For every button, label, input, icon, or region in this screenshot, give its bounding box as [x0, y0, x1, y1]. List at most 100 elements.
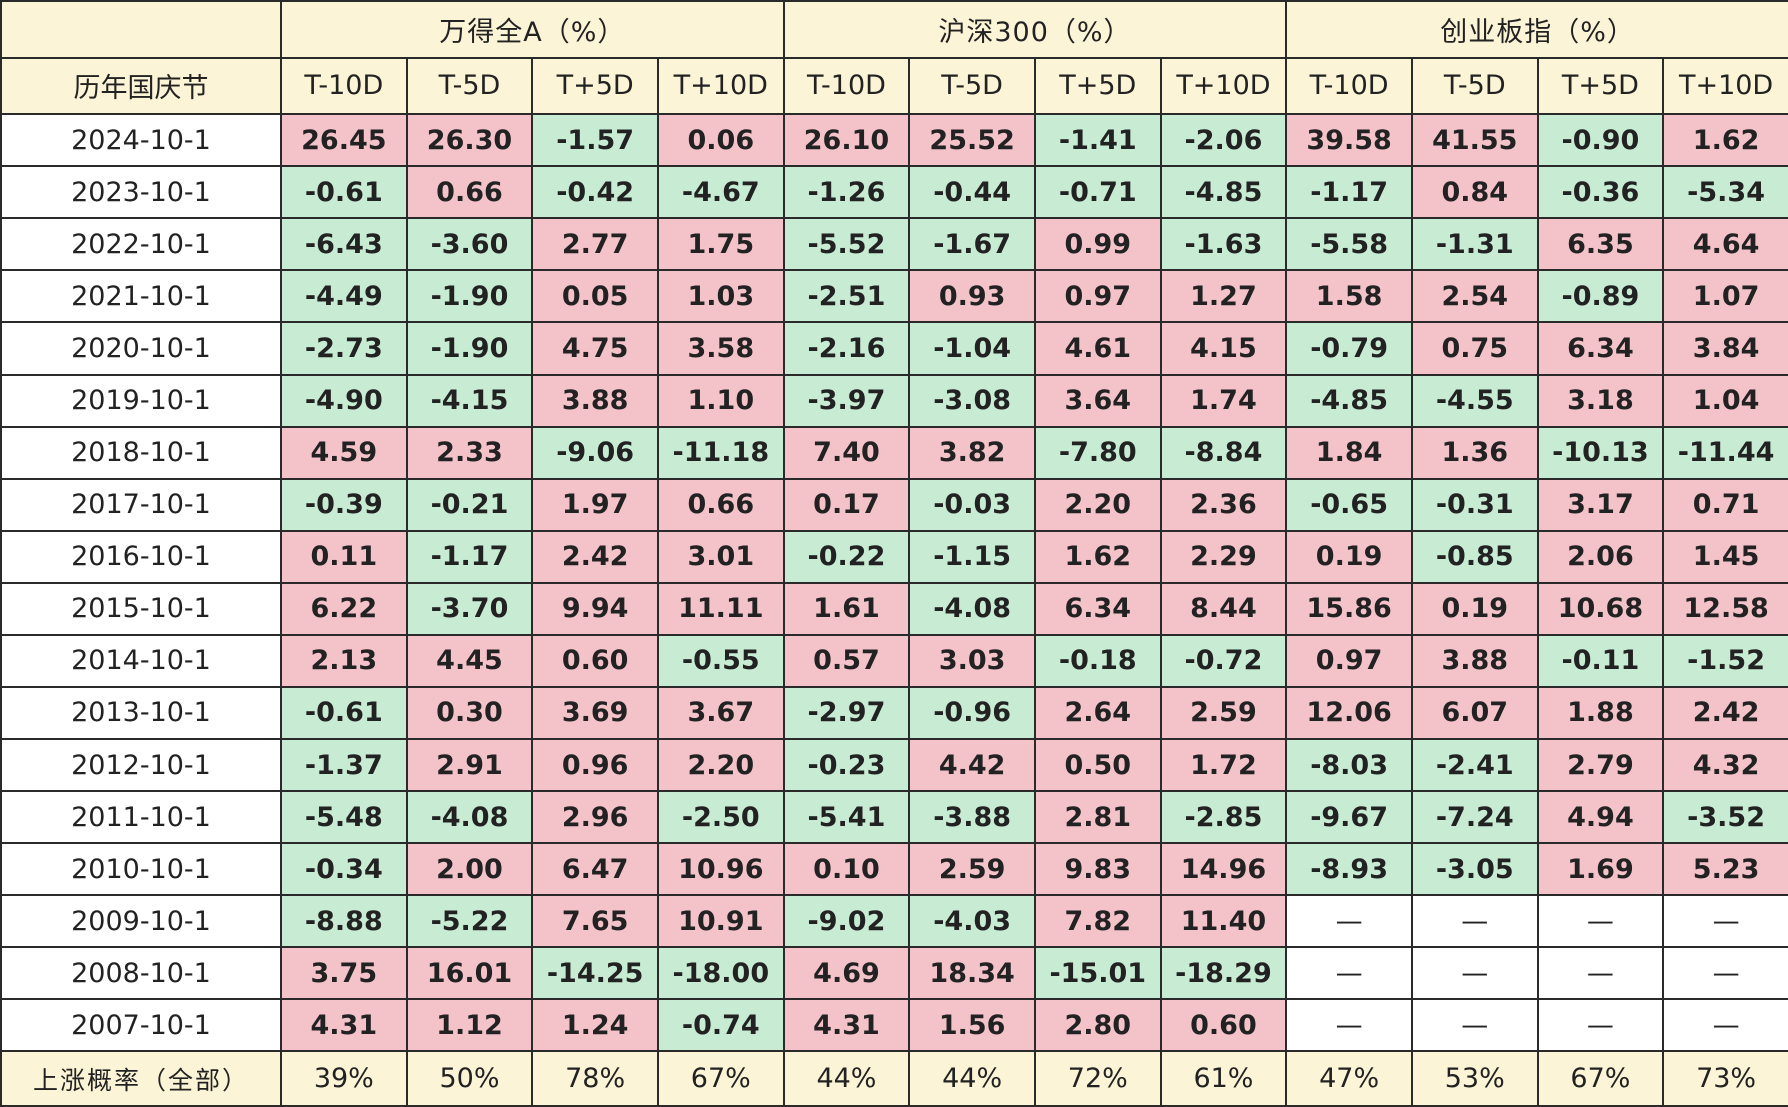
- value-cell: -0.36: [1536, 165, 1665, 220]
- value-cell: 3.01: [656, 529, 785, 584]
- value-cell: 0.11: [280, 529, 408, 584]
- value-cell: -1.26: [782, 165, 911, 220]
- value-cell: -0.21: [405, 477, 534, 532]
- value-cell: —: [1536, 946, 1665, 1001]
- value-cell: 10.68: [1536, 581, 1665, 636]
- value-cell: -2.85: [1159, 790, 1288, 845]
- table-row: 2023-10-1 -0.61 0.66 -0.42 -4.67 -1.26 -0.44 -0…: [0, 165, 1788, 220]
- value-cell: 3.75: [280, 946, 408, 1001]
- value-cell: -1.17: [1285, 165, 1413, 220]
- value-cell: 0.97: [1033, 269, 1162, 324]
- probability-cell: 67%: [656, 1050, 785, 1107]
- value-cell: 3.88: [531, 373, 659, 428]
- value-cell: 1.69: [1536, 842, 1665, 897]
- value-cell: 26.10: [782, 113, 911, 168]
- value-cell: —: [1536, 998, 1665, 1053]
- value-cell: 0.10: [782, 842, 911, 897]
- value-cell: -8.88: [280, 894, 408, 949]
- value-cell: -0.74: [656, 998, 785, 1053]
- value-cell: -0.11: [1536, 633, 1665, 688]
- column-header-wind-all-a-tplus5d: T+5D: [531, 56, 659, 116]
- value-cell: -0.61: [280, 685, 408, 740]
- row-date: 2017-10-1: [0, 477, 282, 532]
- value-cell: -2.73: [280, 321, 408, 376]
- value-cell: -1.52: [1662, 633, 1788, 688]
- table-row: 2017-10-1 -0.39 -0.21 1.97 0.66 0.17 -0.03 2.20…: [0, 477, 1788, 532]
- value-cell: 3.84: [1662, 321, 1788, 376]
- value-cell: 10.96: [656, 842, 785, 897]
- column-header-chinext-tplus5d: T+5D: [1536, 56, 1665, 116]
- value-cell: -4.15: [405, 373, 534, 428]
- value-cell: 1.88: [1536, 685, 1665, 740]
- value-cell: -1.04: [908, 321, 1036, 376]
- value-cell: 41.55: [1410, 113, 1539, 168]
- probability-cell: 44%: [908, 1050, 1036, 1107]
- value-cell: 0.17: [782, 477, 911, 532]
- value-cell: -2.50: [656, 790, 785, 845]
- group-header-wind-all-a: 万得全A（%）: [280, 0, 785, 59]
- value-cell: 2.59: [908, 842, 1036, 897]
- value-cell: 4.64: [1662, 217, 1788, 272]
- corner-label: 历年国庆节: [0, 56, 282, 116]
- value-cell: -8.03: [1285, 737, 1413, 793]
- value-cell: -3.52: [1662, 790, 1788, 845]
- value-cell: 2.33: [405, 425, 534, 480]
- value-cell: 9.94: [531, 581, 659, 636]
- value-cell: -0.90: [1536, 113, 1665, 168]
- value-cell: 0.60: [531, 633, 659, 688]
- value-cell: 12.58: [1662, 581, 1788, 636]
- value-cell: 9.83: [1033, 842, 1162, 897]
- value-cell: -4.49: [280, 269, 408, 324]
- value-cell: 1.12: [405, 998, 534, 1053]
- probability-cell: 39%: [280, 1050, 408, 1107]
- value-cell: 4.42: [908, 737, 1036, 793]
- value-cell: —: [1662, 998, 1788, 1053]
- value-cell: -1.31: [1410, 217, 1539, 272]
- value-cell: 0.93: [908, 269, 1036, 324]
- value-cell: -0.34: [280, 842, 408, 897]
- value-cell: 0.75: [1410, 321, 1539, 376]
- column-header-wind-all-a-tminus5d: T-5D: [405, 56, 534, 116]
- value-cell: 4.59: [280, 425, 408, 480]
- row-date: 2019-10-1: [0, 373, 282, 428]
- value-cell: 1.36: [1410, 425, 1539, 480]
- value-cell: -5.22: [405, 894, 534, 949]
- value-cell: 1.84: [1285, 425, 1413, 480]
- value-cell: -18.29: [1159, 946, 1288, 1001]
- value-cell: 2.20: [656, 737, 785, 793]
- value-cell: -1.41: [1033, 113, 1162, 168]
- value-cell: -1.15: [908, 529, 1036, 584]
- value-cell: -15.01: [1033, 946, 1162, 1001]
- value-cell: 7.65: [531, 894, 659, 949]
- column-header-csi300-tplus5d: T+5D: [1033, 56, 1162, 116]
- row-date: 2015-10-1: [0, 581, 282, 636]
- value-cell: 2.80: [1033, 998, 1162, 1053]
- probability-label: 上涨概率（全部）: [0, 1050, 282, 1107]
- value-cell: -5.58: [1285, 217, 1413, 272]
- probability-cell: 67%: [1536, 1050, 1665, 1107]
- probability-cell: 53%: [1410, 1050, 1539, 1107]
- value-cell: -5.48: [280, 790, 408, 845]
- value-cell: —: [1410, 894, 1539, 949]
- value-cell: 0.66: [405, 165, 534, 220]
- table-row: 2019-10-1 -4.90 -4.15 3.88 1.10 -3.97 -3.08 3.6…: [0, 373, 1788, 428]
- value-cell: 14.96: [1159, 842, 1288, 897]
- value-cell: 8.44: [1159, 581, 1288, 636]
- value-cell: —: [1410, 946, 1539, 1001]
- value-cell: 1.03: [656, 269, 785, 324]
- value-cell: 11.40: [1159, 894, 1288, 949]
- row-date: 2024-10-1: [0, 113, 282, 168]
- table-row: 2012-10-1 -1.37 2.91 0.96 2.20 -0.23 4.42 0.50 1…: [0, 737, 1788, 793]
- value-cell: 0.84: [1410, 165, 1539, 220]
- value-cell: 4.32: [1662, 737, 1788, 793]
- value-cell: -0.42: [531, 165, 659, 220]
- value-cell: -0.61: [280, 165, 408, 220]
- value-cell: 0.99: [1033, 217, 1162, 272]
- value-cell: 1.56: [908, 998, 1036, 1053]
- row-date: 2010-10-1: [0, 842, 282, 897]
- value-cell: 1.75: [656, 217, 785, 272]
- value-cell: -4.67: [656, 165, 785, 220]
- value-cell: 26.30: [405, 113, 534, 168]
- value-cell: 16.01: [405, 946, 534, 1001]
